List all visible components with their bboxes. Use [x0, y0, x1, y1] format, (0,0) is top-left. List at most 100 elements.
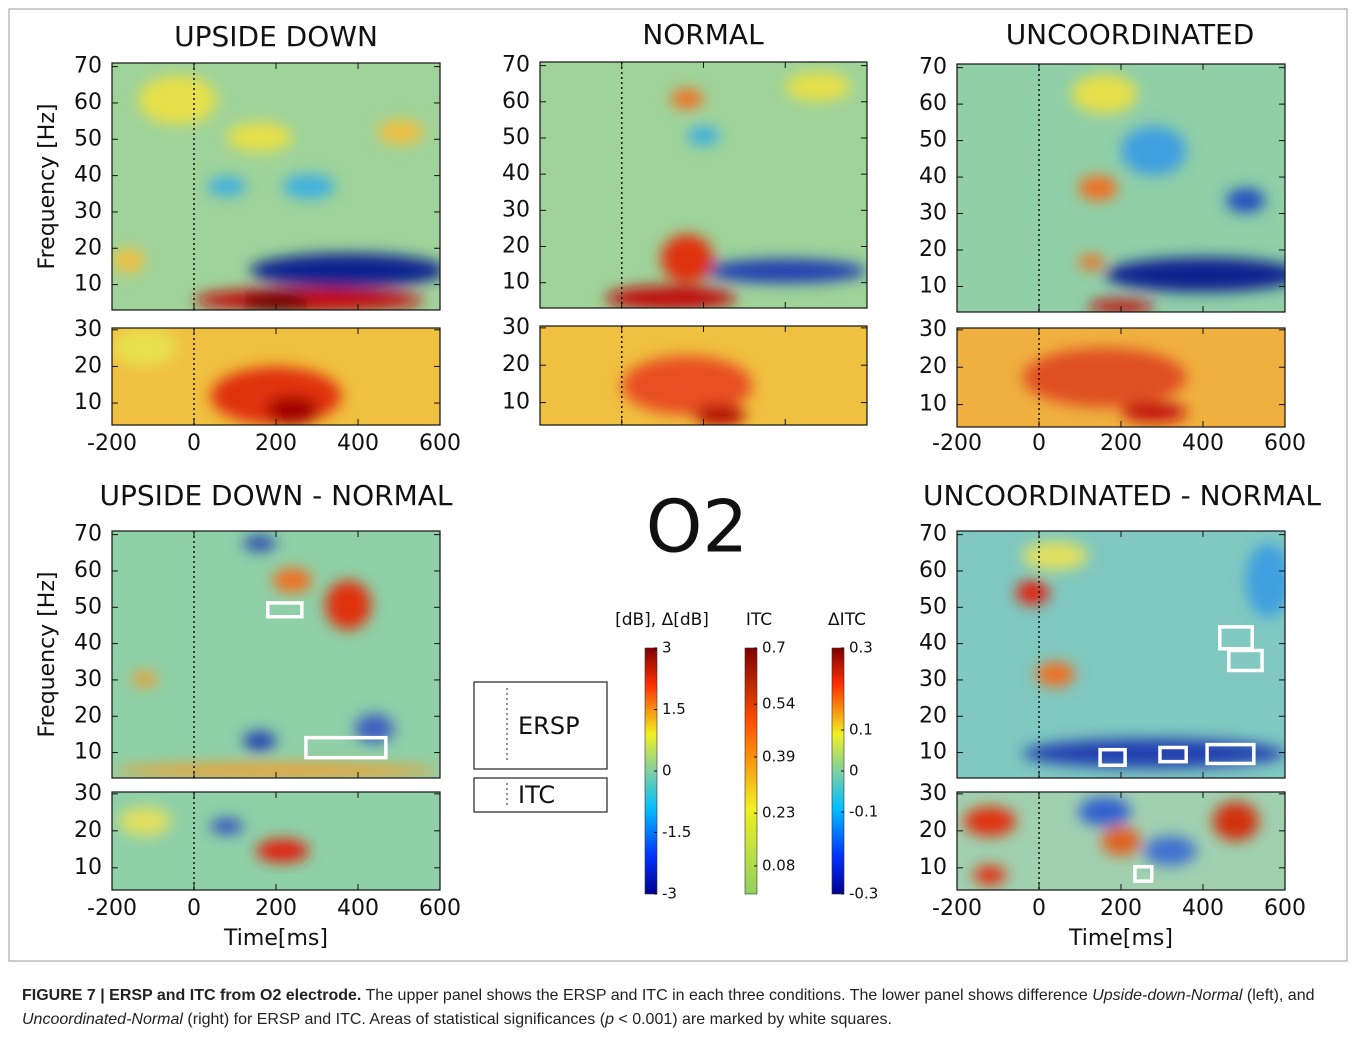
x-tick-label: 600 [1264, 431, 1306, 456]
heatmap [112, 328, 440, 425]
y-tick-label: 20 [919, 703, 947, 728]
y-tick-label: 50 [919, 594, 947, 619]
y-tick-label: 70 [919, 522, 947, 547]
y-tick-label: 30 [502, 197, 530, 222]
y-axis-label: Frequency [Hz] [35, 104, 60, 270]
y-tick-label: 40 [919, 164, 947, 189]
y-tick-label: 30 [74, 667, 102, 692]
x-axis-label: Time[ms] [223, 926, 328, 951]
figure-frame [8, 8, 1348, 962]
legend: ERSP ITC [473, 681, 608, 813]
y-tick-label: 50 [502, 125, 530, 150]
y-tick-label: 30 [502, 315, 530, 340]
colorbar-label: ΔITC [828, 610, 866, 630]
colorbar-label: ITC [746, 610, 772, 630]
figure: O2 ERSP ITC UPSIDE DOWN10203040506070102… [8, 8, 1348, 962]
y-tick-label: 10 [74, 740, 102, 765]
y-tick-label: 10 [919, 273, 947, 298]
heatmap-blob [243, 292, 309, 310]
heatmap-blobs [118, 806, 309, 863]
panel-title: UPSIDE DOWN [174, 20, 378, 53]
heatmap-blob [621, 355, 753, 416]
y-tick-label: 20 [919, 354, 947, 379]
colorbar-tick-label: 0.39 [762, 747, 795, 765]
legend-box [473, 777, 608, 813]
heatmap-blob [963, 806, 1017, 837]
caption-text: (left), and [1242, 987, 1315, 1004]
colorbar-tick-label: 1.5 [662, 700, 686, 718]
x-tick-label: 400 [337, 896, 379, 921]
heatmap [112, 792, 440, 890]
caption-text: Upside-down-Normal [1092, 987, 1243, 1004]
caption-text: The upper panel shows the ERSP and ITC i… [361, 987, 1093, 1004]
significance-box [1133, 864, 1154, 883]
heatmap [112, 531, 440, 778]
x-tick-label: -200 [932, 431, 982, 456]
colorbar-tick-label: -0.3 [849, 885, 878, 903]
y-tick-label: 70 [74, 54, 102, 79]
y-tick-label: 30 [919, 781, 947, 806]
panel-title: UNCOORDINATED - NORMAL [923, 479, 1321, 512]
heatmap-blob [1078, 175, 1118, 201]
significance-box [1158, 745, 1188, 764]
y-tick-label: 50 [74, 126, 102, 151]
significance-box [266, 601, 304, 619]
x-tick-label: 600 [1264, 896, 1306, 921]
heatmap-blob [1078, 796, 1131, 827]
heatmap-blob [1088, 299, 1154, 312]
x-tick-label: 0 [1032, 896, 1046, 921]
x-tick-label: 200 [255, 431, 297, 456]
heatmap-blob [282, 174, 336, 199]
x-tick-label: -200 [87, 896, 137, 921]
y-tick-label: 30 [74, 317, 102, 342]
panel-title: NORMAL [642, 18, 764, 51]
heatmap-blob [194, 287, 424, 310]
heatmap-blob [1121, 402, 1187, 423]
colorbar-tick-label: 0.7 [762, 639, 786, 657]
y-tick-label: 70 [74, 522, 102, 547]
y-tick-label: 20 [74, 818, 102, 843]
heatmap-blob [325, 580, 372, 630]
heatmap-blob [138, 75, 217, 125]
y-tick-label: 20 [919, 818, 947, 843]
y-tick-label: 40 [919, 631, 947, 656]
y-tick-label: 70 [502, 53, 530, 78]
colorbar-tick-label: 0.54 [762, 695, 795, 713]
y-tick-label: 20 [74, 703, 102, 728]
heatmap-blob [660, 234, 714, 284]
x-tick-label: 600 [419, 431, 461, 456]
heatmap-blob [249, 253, 440, 288]
colorbar-label: [dB], Δ[dB] [615, 610, 709, 630]
y-tick-label: 30 [74, 199, 102, 224]
heatmap-blob [1143, 836, 1197, 866]
heatmap-blob [973, 865, 1007, 886]
y-axis-label: Frequency [Hz] [35, 572, 60, 738]
x-tick-label: 200 [1100, 431, 1142, 456]
caption-text: (right) for ERSP and ITC. Areas of stati… [182, 1011, 606, 1028]
caption-text: Uncoordinated-Normal [22, 1011, 183, 1028]
heatmap-blob [112, 248, 145, 273]
heatmap [957, 328, 1285, 427]
heatmap-blobs [963, 796, 1259, 886]
heatmap [957, 64, 1285, 312]
colorbar-tick-label: -1.5 [662, 823, 691, 841]
x-tick-label: -200 [87, 431, 137, 456]
heatmap-blob [210, 818, 244, 835]
caption-label: FIGURE 7 | ERSP and ITC from O2 electrod… [22, 987, 362, 1004]
y-tick-label: 30 [919, 201, 947, 226]
heatmap-blob [266, 395, 319, 425]
heatmap [540, 326, 867, 425]
significance-box [1098, 747, 1127, 768]
heatmap [957, 792, 1285, 890]
y-tick-label: 20 [74, 353, 102, 378]
colorbar-tick-label: -3 [662, 885, 677, 903]
heatmap-blobs [112, 328, 342, 425]
y-tick-label: 50 [74, 594, 102, 619]
heatmap-blob [1035, 661, 1076, 687]
heatmap [112, 63, 440, 310]
heatmap-blob [118, 806, 172, 837]
legend-box [473, 681, 608, 770]
heatmap-blob [1121, 126, 1187, 176]
x-tick-label: 400 [1182, 431, 1224, 456]
